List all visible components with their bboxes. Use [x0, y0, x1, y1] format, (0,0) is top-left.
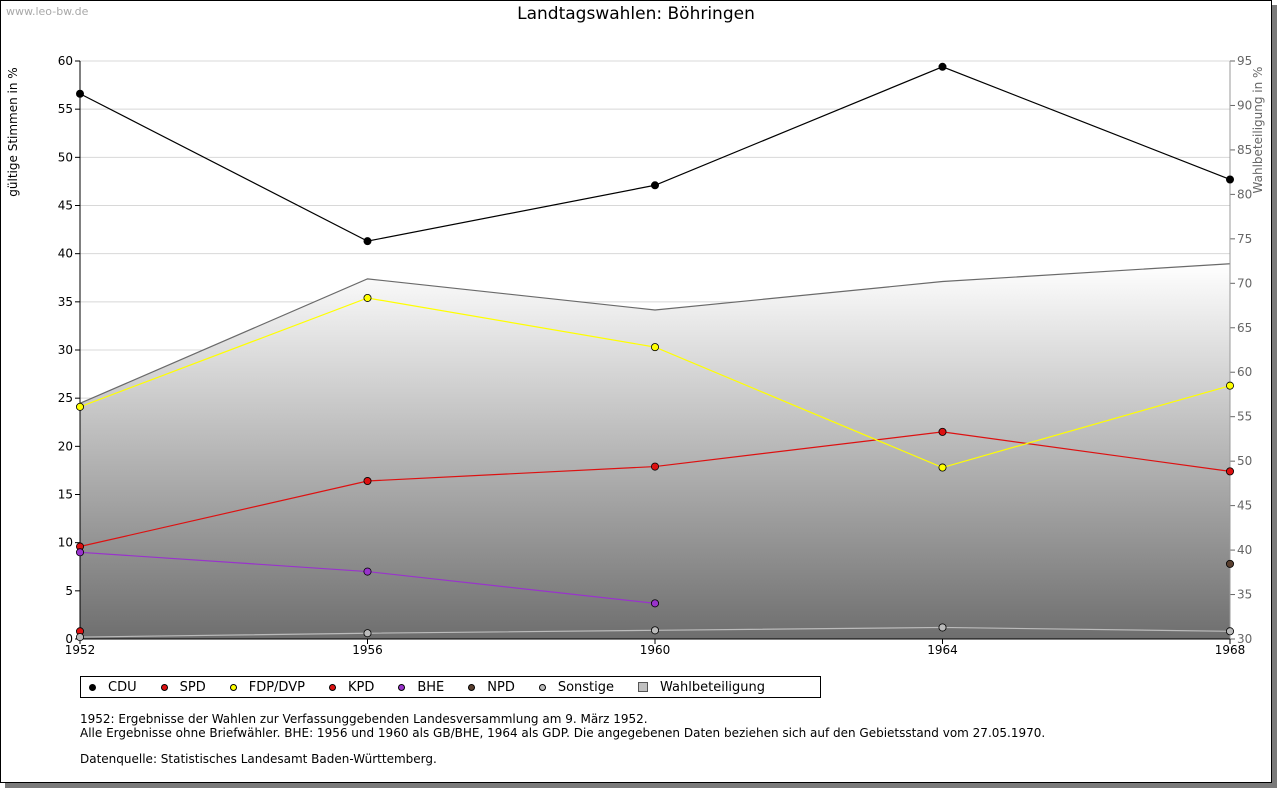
y-tick-label: 35 — [58, 295, 73, 309]
data-point-npd — [1226, 559, 1235, 568]
data-point-fdp-dvp — [1226, 381, 1235, 390]
y2-tick-label: 75 — [1237, 232, 1252, 246]
y-tick-label: 15 — [58, 488, 73, 502]
legend-label: BHE — [417, 679, 445, 695]
legend-label: KPD — [347, 679, 375, 695]
y-axis-label: gültige Stimmen in % — [6, 67, 20, 196]
y-tick-label: 10 — [58, 536, 73, 550]
legend-swatch — [229, 683, 237, 691]
data-point-spd — [938, 427, 947, 436]
data-point-spd — [651, 462, 660, 471]
y2-tick-label: 60 — [1237, 365, 1252, 379]
data-point-fdp-dvp — [651, 343, 660, 352]
turnout-area-fill — [80, 263, 1230, 639]
y2-tick-label: 35 — [1237, 588, 1252, 602]
x-tick-label: 1952 — [65, 643, 96, 657]
footnote-1952: 1952: Ergebnisse der Wahlen zur Verfassu… — [80, 712, 648, 726]
y-tick-label: 25 — [58, 391, 73, 405]
data-point-bhe — [651, 599, 660, 608]
y-tick-label: 55 — [58, 102, 73, 116]
y2-tick-label: 95 — [1237, 54, 1252, 68]
data-point-cdu — [938, 62, 947, 71]
y-tick-label: 20 — [58, 439, 73, 453]
data-point-sonstige — [76, 633, 85, 642]
y2-tick-label: 55 — [1237, 410, 1252, 424]
series-points — [76, 62, 1235, 642]
x-tick-label: 1964 — [927, 643, 958, 657]
x-tick-label: 1968 — [1215, 643, 1246, 657]
data-point-cdu — [651, 181, 660, 190]
y2-tick-label: 40 — [1237, 543, 1252, 557]
legend-label: Sonstige — [557, 679, 615, 695]
tick-labels: 0 5 10 15 20 25 30 35 40 45 50 55 60 30 35 40 45 50 55 60 65… — [58, 54, 1253, 657]
legend-item-kpd: KPD — [328, 679, 375, 695]
legend-item-bhe: BHE — [398, 680, 444, 695]
data-source: Datenquelle: Statistisches Landesamt Bad… — [80, 752, 437, 766]
legend-item-wahlbeteiligung: Wahlbeteiligung — [638, 680, 765, 695]
data-point-sonstige — [1226, 627, 1235, 636]
data-point-bhe — [76, 548, 85, 557]
legend-item-cdu: CDU — [89, 680, 137, 695]
x-tick-label: 1960 — [640, 643, 671, 657]
footnote-general: Alle Ergebnisse ohne Briefwähler. BHE: 1… — [80, 726, 1046, 740]
y2-axis-label: Wahlbeteiligung in % — [1251, 67, 1265, 194]
y-tick-label: 0 — [65, 632, 73, 646]
legend-swatch — [398, 683, 406, 691]
chart-title: Landtagswahlen: Böhringen — [517, 4, 755, 24]
x-tick-label: 1956 — [352, 643, 383, 657]
data-point-fdp-dvp — [938, 463, 947, 472]
y2-tick-label: 80 — [1237, 187, 1252, 201]
line-chart: 0 5 10 15 20 25 30 35 40 45 50 55 60 30 35 40 45 50 55 60 65… — [6, 54, 1265, 657]
legend-swatch — [538, 683, 546, 691]
data-point-cdu — [1226, 175, 1235, 184]
legend-swatch — [328, 683, 336, 691]
data-point-sonstige — [651, 626, 660, 635]
data-point-fdp-dvp — [76, 402, 85, 411]
data-point-cdu — [363, 237, 372, 246]
data-point-cdu — [76, 89, 85, 98]
data-point-spd — [1226, 467, 1235, 476]
y2-tick-label: 30 — [1237, 632, 1252, 646]
y-tick-label: 40 — [58, 247, 73, 261]
legend-item-sonstige: Sonstige — [538, 679, 615, 695]
y-tick-label: 60 — [58, 54, 73, 68]
y2-tick-label: 45 — [1237, 499, 1252, 513]
legend-label: NPD — [487, 679, 515, 695]
y-tick-label: 5 — [65, 584, 73, 598]
turnout-area — [79, 263, 1231, 639]
y-tick-label: 50 — [58, 150, 73, 164]
watermark: www.leo-bw.de — [6, 5, 89, 18]
y-tick-label: 45 — [58, 199, 73, 213]
legend: CDU SPD FDP/DVP KPD BHE NPD Sonstige Wahlbeteil… — [80, 676, 821, 698]
turnout-area-line — [79, 263, 1231, 404]
legend-item-spd: SPD — [160, 679, 206, 695]
legend-label: SPD — [179, 679, 206, 695]
footnotes: 1952: Ergebnisse der Wahlen zur Verfassu… — [80, 712, 1045, 740]
data-point-bhe — [363, 567, 372, 576]
legend-item-npd: NPD — [468, 680, 515, 695]
y2-tick-label: 85 — [1237, 143, 1252, 157]
data-point-sonstige — [938, 623, 947, 632]
legend-swatch — [160, 683, 168, 691]
legend-item-fdp-dvp: FDP/DVP — [229, 679, 305, 695]
y2-tick-label: 70 — [1237, 276, 1252, 290]
legend-label: FDP/DVP — [248, 679, 305, 695]
legend-label: CDU — [108, 679, 137, 695]
data-point-spd — [363, 477, 372, 486]
series-line-cdu — [79, 66, 1231, 242]
y2-tick-label: 65 — [1237, 321, 1252, 335]
data-point-fdp-dvp — [363, 293, 372, 302]
legend-swatch — [638, 682, 649, 692]
data-point-sonstige — [363, 629, 372, 638]
y2-tick-label: 90 — [1237, 98, 1252, 112]
y-tick-label: 30 — [58, 343, 73, 357]
legend-swatch — [468, 683, 476, 691]
legend-swatch — [89, 683, 96, 691]
legend-label: Wahlbeteiligung — [660, 679, 766, 695]
y2-tick-label: 50 — [1237, 454, 1252, 468]
